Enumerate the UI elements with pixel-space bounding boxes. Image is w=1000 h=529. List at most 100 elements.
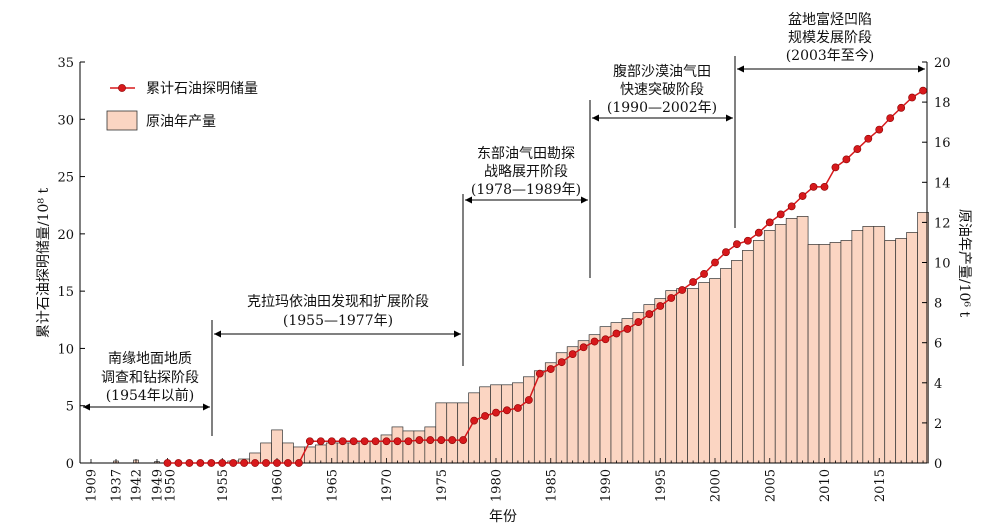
x-tick-label: 1970 <box>380 469 395 502</box>
reserves-point <box>623 325 632 333</box>
bar-2005 <box>763 230 776 464</box>
reserves-point <box>776 210 785 219</box>
bar-1992 <box>621 318 634 464</box>
reserves-point <box>262 459 270 467</box>
reserves-point <box>415 436 424 444</box>
y-right-tick-label: 0 <box>934 457 942 472</box>
bar-1988 <box>577 340 590 464</box>
stage-5-label-line: (2003年至今) <box>786 48 875 64</box>
bar-1964 <box>314 444 327 464</box>
y-left-tick-label: 0 <box>66 457 74 472</box>
reserves-point <box>470 416 478 425</box>
y-right-tick-label: 12 <box>934 216 951 231</box>
x-tick-label: 2015 <box>873 469 888 502</box>
reserves-point <box>831 163 840 172</box>
reserves-point <box>919 86 927 95</box>
bar-2001 <box>720 268 732 464</box>
bar-1976 <box>446 402 459 464</box>
bar-1979 <box>479 386 491 464</box>
stage-2-label-line: 克拉玛依油田发现和扩展阶段 <box>247 294 429 310</box>
reserves-point <box>163 459 172 467</box>
reserves-point <box>185 459 194 467</box>
bar-1974 <box>424 426 437 464</box>
bar-2000 <box>709 278 721 464</box>
stage-4-label-line: (1990—2002年) <box>607 100 717 116</box>
bar-1989 <box>588 334 601 464</box>
bar-1994 <box>643 304 656 464</box>
reserves-point <box>754 228 763 237</box>
x-tick-label: 1980 <box>490 469 505 502</box>
reserves-point <box>514 404 522 412</box>
reserves-point <box>557 358 566 367</box>
stage-3-arrowhead-right <box>581 196 588 204</box>
stage-2-label-line: (1955—1977年) <box>283 313 393 329</box>
y-axis-title-right: 原油年产量/10⁶ t <box>956 209 972 318</box>
bar-2007 <box>785 218 798 464</box>
reserves-point <box>689 278 697 286</box>
x-tick-label: 1942 <box>130 469 145 502</box>
bar-2008 <box>796 216 809 464</box>
reserves-point <box>908 93 916 102</box>
bar-2016 <box>884 240 897 464</box>
reserves-point <box>327 437 336 446</box>
y-left-tick-label: 25 <box>57 171 74 186</box>
reserves-point <box>733 240 741 249</box>
reserves-point <box>875 125 884 134</box>
stage-3-arrowhead-left <box>465 196 472 204</box>
reserves-point <box>459 436 468 444</box>
reserves-point <box>700 270 708 278</box>
stage-3-label-line: 战略展开阶段 <box>484 164 568 180</box>
bar-series-production <box>113 212 929 464</box>
reserves-point <box>787 202 796 211</box>
x-tick-label: 1950 <box>164 469 179 502</box>
reserves-point <box>218 459 227 467</box>
x-tick-label: 1985 <box>544 469 559 502</box>
x-tick-label: 1990 <box>599 469 614 502</box>
y-right-tick-label: 4 <box>934 377 942 392</box>
reserves-point <box>305 437 314 446</box>
reserves-point <box>229 459 238 467</box>
bar-1996 <box>665 290 678 464</box>
stage-3-label-line: (1978—1989年) <box>471 182 581 198</box>
bar-1995 <box>654 298 667 464</box>
y-right-tick-label: 8 <box>934 297 942 312</box>
legend-bar-swatch <box>106 110 138 131</box>
y-left-tick-label: 20 <box>57 228 74 243</box>
reserves-point <box>524 396 533 404</box>
bar-1975 <box>435 402 448 464</box>
stage-5-arrowhead-right <box>918 65 925 73</box>
bar-1986 <box>555 352 568 464</box>
reserves-point <box>207 459 216 467</box>
bar-2010 <box>818 244 831 464</box>
reserves-point <box>634 318 643 326</box>
bar-1972 <box>402 430 415 464</box>
stage-4-label-line: 快速突破阶段 <box>620 82 704 98</box>
legend-label-reserves: 累计石油探明储量 <box>146 81 258 97</box>
reserves-point <box>853 145 862 153</box>
stage-2-arrowhead-left <box>214 330 221 338</box>
stage-4-label-line: 腹部沙漠油气田 <box>613 63 711 80</box>
bar-1982 <box>512 382 524 464</box>
bar-2013 <box>851 230 864 464</box>
bar-2003 <box>742 250 754 464</box>
bar-1973 <box>413 430 426 464</box>
reserves-point <box>196 459 205 467</box>
reserves-point <box>240 459 249 467</box>
reserves-point <box>842 155 851 164</box>
reserves-point <box>820 182 829 191</box>
y-right-tick-label: 2 <box>934 417 942 432</box>
bar-1966 <box>336 442 349 464</box>
reserves-point <box>711 258 719 267</box>
reserves-point <box>437 436 446 444</box>
stage-4-arrowhead-right <box>726 114 733 122</box>
legend-dot-swatch <box>118 84 126 92</box>
bar-2014 <box>862 226 875 464</box>
reserves-point <box>765 218 774 227</box>
stage-1-arrowhead-right <box>203 403 210 411</box>
y-left-tick-label: 15 <box>57 285 74 300</box>
bar-1985 <box>544 362 557 464</box>
y-left-tick-label: 30 <box>57 113 74 128</box>
x-tick-label: 1965 <box>325 469 340 502</box>
y-right-tick-label: 16 <box>934 136 951 151</box>
